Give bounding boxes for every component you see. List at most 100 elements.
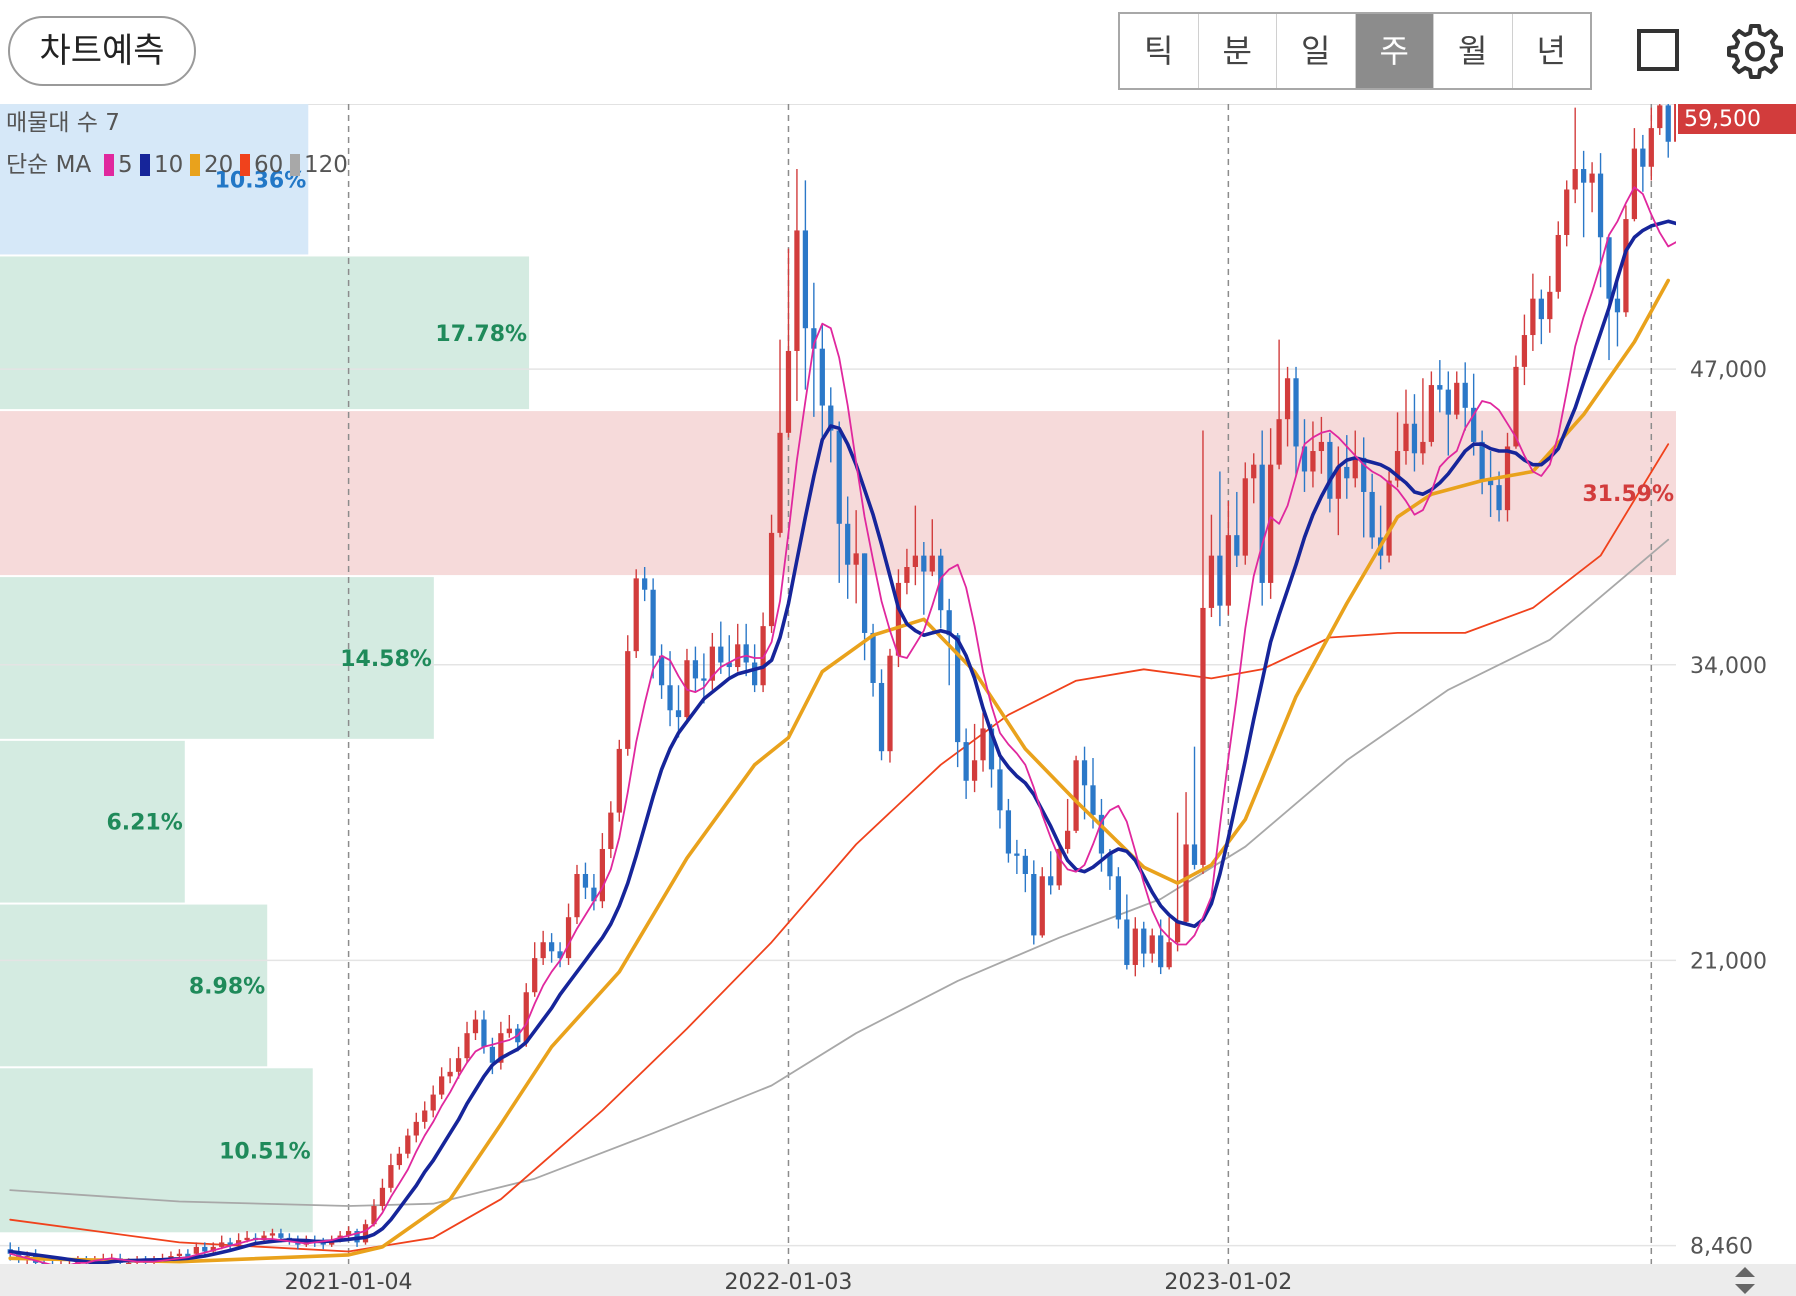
candle-body bbox=[1284, 378, 1291, 420]
tab-day[interactable]: 일 bbox=[1277, 14, 1356, 88]
candle-body bbox=[701, 678, 707, 681]
y-tick-label: 34,000 bbox=[1690, 654, 1767, 679]
candle-body bbox=[912, 555, 918, 567]
chart-predict-button[interactable]: 차트예측 bbox=[8, 16, 196, 86]
volume-profile-label: 14.58% bbox=[340, 647, 432, 672]
candle-up bbox=[1420, 378, 1426, 465]
candle-body bbox=[1437, 385, 1443, 390]
candle-up bbox=[599, 833, 605, 909]
candle-body bbox=[1251, 464, 1257, 479]
candle-up bbox=[371, 1199, 377, 1227]
candle-down bbox=[997, 758, 1003, 829]
ma-color-swatch bbox=[240, 154, 250, 176]
candlestick-chart[interactable]: 10.36%17.78%31.59%14.58%6.21%8.98%10.51%… bbox=[0, 104, 1796, 1296]
candle-up bbox=[1521, 314, 1528, 386]
candle-body bbox=[946, 610, 952, 636]
candle-body bbox=[1538, 298, 1544, 320]
candle-body bbox=[396, 1153, 402, 1166]
candle-body bbox=[1631, 148, 1638, 220]
candle-body bbox=[1665, 105, 1671, 142]
candles bbox=[7, 104, 1680, 1275]
candle-body bbox=[1361, 457, 1367, 492]
candle-body bbox=[1564, 189, 1570, 235]
candle-body bbox=[1521, 335, 1528, 367]
volume-profile-label: 6.21% bbox=[106, 811, 182, 836]
candle-down bbox=[1191, 746, 1198, 870]
candle-down bbox=[1115, 867, 1122, 929]
candle-body bbox=[532, 958, 538, 993]
volume-profile-label: 10.51% bbox=[219, 1139, 311, 1164]
candle-up bbox=[1572, 107, 1578, 204]
candle-body bbox=[1606, 237, 1612, 299]
candle-up bbox=[532, 942, 538, 997]
candle-up bbox=[608, 801, 614, 859]
candle-body bbox=[1411, 423, 1418, 454]
gear-icon[interactable] bbox=[1726, 22, 1784, 80]
ma-fast-lines bbox=[8, 113, 1729, 1266]
candle-up bbox=[980, 712, 986, 772]
square-icon[interactable] bbox=[1637, 29, 1679, 71]
candle-down bbox=[1614, 275, 1621, 347]
candle-down bbox=[726, 635, 732, 679]
candle-body bbox=[210, 1246, 216, 1252]
ma-120-line bbox=[9, 538, 1670, 1207]
candle-body bbox=[811, 328, 817, 349]
candle-down bbox=[658, 644, 665, 699]
candle-body bbox=[1369, 491, 1375, 538]
candle-body bbox=[1081, 760, 1088, 786]
chart-area[interactable]: 10.36% 17.78% 31.59% 14.58% 6.21% 8.98% 10.51%… bbox=[0, 104, 1796, 1296]
candle-down bbox=[1327, 432, 1333, 513]
candle-up bbox=[1284, 366, 1291, 447]
candle-body bbox=[1242, 478, 1248, 556]
candle-up bbox=[1623, 205, 1629, 317]
ma-10-line bbox=[8, 155, 1721, 1265]
candle-body bbox=[1174, 921, 1181, 943]
candle-body bbox=[735, 644, 741, 668]
candle-up bbox=[506, 1014, 512, 1038]
candle-body bbox=[980, 728, 986, 761]
candle-body bbox=[971, 760, 978, 781]
tab-week[interactable]: 주 bbox=[1355, 14, 1434, 88]
candle-body bbox=[430, 1094, 436, 1111]
candle-up bbox=[1183, 792, 1189, 925]
candle-body bbox=[1141, 928, 1147, 954]
candle-body bbox=[574, 873, 580, 918]
tab-month[interactable]: 월 bbox=[1434, 14, 1513, 88]
candle-up bbox=[971, 723, 978, 793]
candle-body bbox=[853, 553, 859, 565]
candle-body bbox=[227, 1242, 233, 1245]
candle-body bbox=[1293, 378, 1299, 447]
volume-profile-bar bbox=[0, 904, 268, 1067]
candle-body bbox=[1200, 607, 1206, 865]
candle-body bbox=[1420, 441, 1426, 454]
candle-up bbox=[1242, 462, 1248, 565]
candle-down bbox=[701, 653, 707, 704]
candle-body bbox=[582, 873, 589, 888]
candle-down bbox=[1293, 366, 1299, 477]
candle-down bbox=[1496, 471, 1502, 522]
candle-down bbox=[802, 180, 809, 390]
candle-down bbox=[557, 942, 563, 968]
candle-down bbox=[1234, 491, 1240, 567]
candle-body bbox=[244, 1237, 250, 1241]
candle-up bbox=[777, 339, 783, 538]
x-tick-label: 2022-01-03 bbox=[725, 1270, 853, 1295]
candle-body bbox=[1234, 535, 1240, 556]
candle-up bbox=[430, 1085, 436, 1118]
candle-body bbox=[278, 1233, 284, 1238]
candle-down bbox=[718, 621, 724, 674]
tab-year[interactable]: 년 bbox=[1536, 32, 1566, 70]
tab-minute[interactable]: 분 bbox=[1199, 14, 1277, 88]
candle-body bbox=[760, 626, 766, 686]
candle-body bbox=[1581, 169, 1587, 183]
candle-body bbox=[1276, 419, 1282, 465]
tab-tick[interactable]: 틱 bbox=[1120, 14, 1199, 88]
candle-up bbox=[785, 248, 792, 438]
candle-body bbox=[1056, 848, 1062, 886]
y-tick-label: 47,000 bbox=[1690, 358, 1767, 383]
scroll-arrows-icon[interactable] bbox=[1728, 1265, 1762, 1296]
candle-body bbox=[1657, 105, 1663, 129]
ma-color-swatch bbox=[140, 154, 150, 176]
candle-body bbox=[1115, 876, 1122, 920]
candle-up bbox=[193, 1242, 199, 1257]
